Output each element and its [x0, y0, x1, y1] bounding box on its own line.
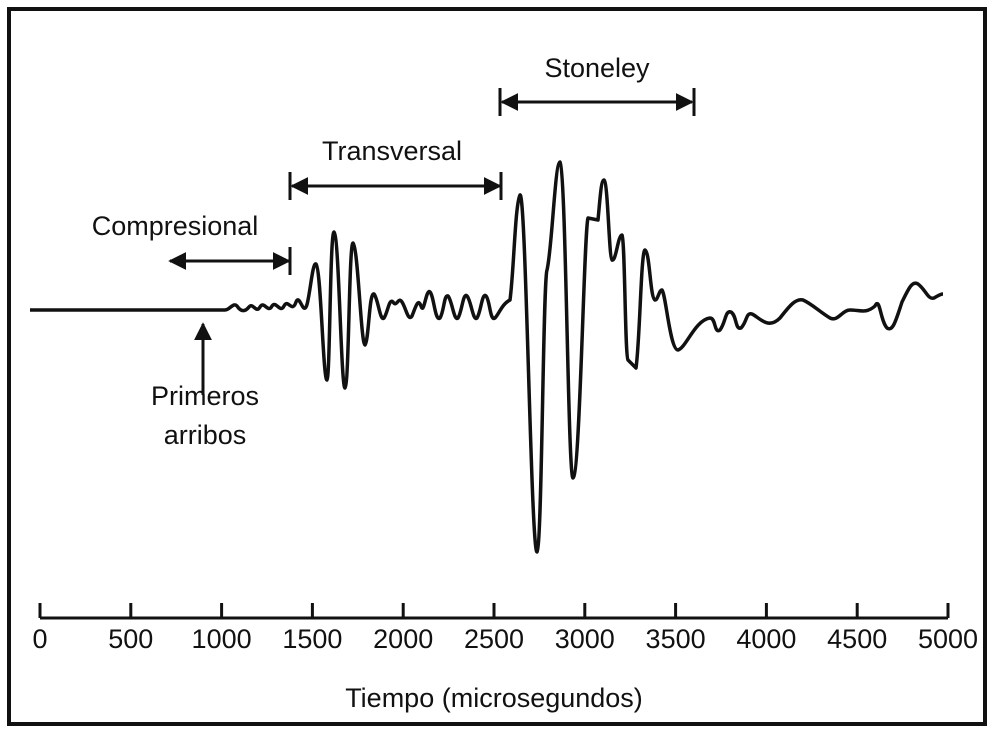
waveform: [30, 160, 944, 554]
tick-label: 1500: [282, 624, 342, 654]
tick-label: 1000: [192, 624, 252, 654]
tick-label: 3000: [555, 624, 615, 654]
label: arribos: [164, 420, 247, 450]
label: Stoneley: [544, 53, 650, 83]
label: Primeros: [151, 381, 259, 411]
tick-label: 2000: [373, 624, 433, 654]
label: Transversal: [322, 136, 462, 166]
tick-label: 4000: [736, 624, 796, 654]
tick-label: 5000: [918, 624, 978, 654]
tick-label: 4500: [827, 624, 887, 654]
tick-label: 0: [32, 624, 47, 654]
tick-label: 2500: [464, 624, 524, 654]
frame: [7, 7, 987, 726]
label: Compresional: [92, 211, 259, 241]
tick-label: 3500: [646, 624, 706, 654]
tick-label: 500: [108, 624, 153, 654]
axis-title: Tiempo (microsegundos): [345, 683, 643, 713]
